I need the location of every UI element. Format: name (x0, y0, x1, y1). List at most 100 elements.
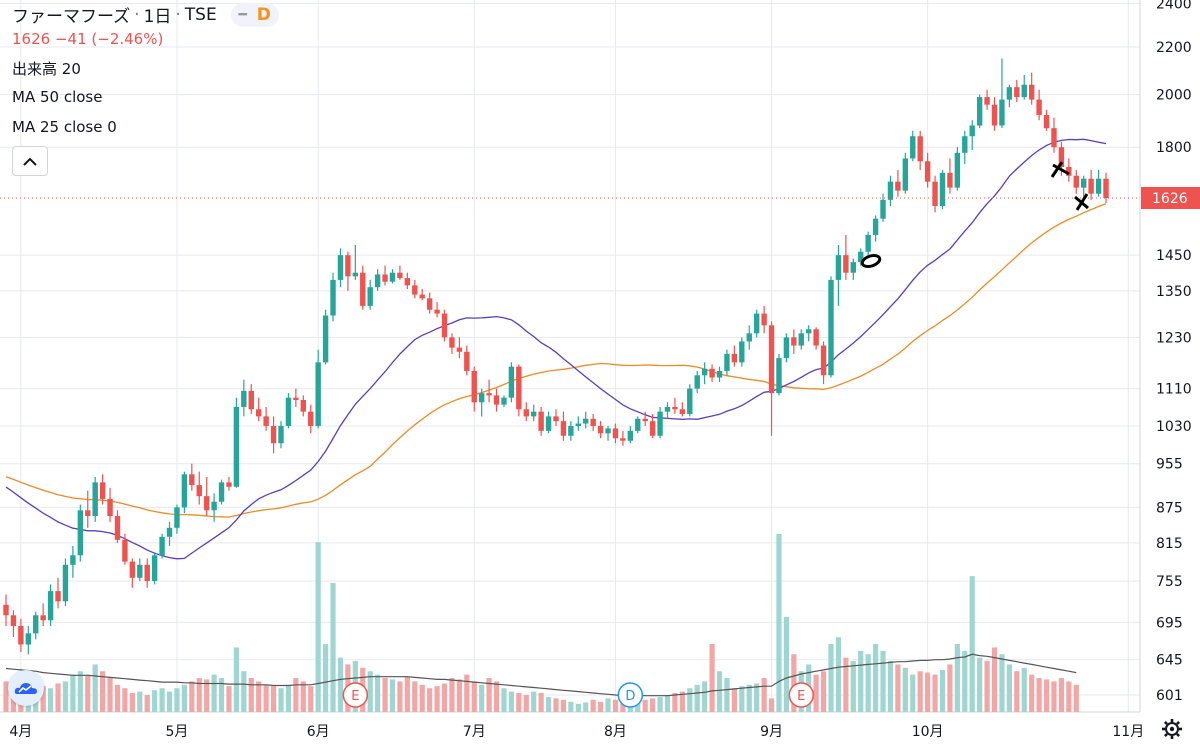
volume-bar (174, 688, 180, 712)
volume-bar (939, 669, 946, 712)
interval-label[interactable]: 1日 (143, 7, 172, 27)
event-marker-label: E (351, 689, 359, 704)
symbol-name[interactable]: ファーマフーズ (12, 7, 131, 27)
event-marker[interactable] (788, 682, 815, 708)
volume-bar (902, 667, 908, 712)
volume-bar (404, 676, 410, 712)
candle-body (337, 255, 344, 280)
candle-body (434, 309, 440, 314)
candle-body (568, 425, 574, 436)
event-marker[interactable] (342, 682, 369, 708)
price-axis-label: 1230 (1156, 330, 1192, 346)
event-marker-label: E (797, 689, 805, 704)
candle-body (1043, 114, 1050, 129)
ma25-legend[interactable]: MA 25 close 0 (12, 118, 117, 136)
candle-body (783, 337, 790, 359)
volume-bar (746, 684, 752, 712)
candle-body (1081, 178, 1087, 188)
price-axis-label: 601 (1156, 688, 1183, 704)
price-axis-label: 645 (1156, 653, 1183, 669)
volume-bar (635, 701, 641, 712)
volume-bar (152, 690, 158, 712)
volume-bar (791, 654, 797, 712)
ma50-legend[interactable]: MA 50 close (12, 88, 102, 106)
candle-body (77, 510, 84, 556)
candle-body (887, 181, 894, 200)
candle-body (501, 397, 507, 405)
volume-bar (516, 692, 522, 712)
tradingview-logo-button[interactable] (8, 670, 44, 706)
candle-body (531, 411, 537, 417)
volume-bar (702, 681, 708, 712)
candle-body (1028, 84, 1035, 100)
volume-bar (716, 671, 723, 712)
candle-body (25, 633, 31, 645)
candle-body (389, 272, 396, 282)
candle-body (493, 395, 500, 405)
collapse-legend-button[interactable] (12, 146, 48, 176)
candle-body (516, 366, 522, 410)
volume-bar (910, 674, 916, 712)
candle-body (315, 362, 321, 426)
candle-body (456, 347, 463, 352)
ma50-label: MA 50 close (12, 88, 103, 106)
volume-bar (233, 647, 240, 712)
candle-body (330, 279, 336, 316)
volume-bar (285, 684, 292, 712)
volume-bar (679, 691, 685, 712)
time-axis-label: 7月 (463, 724, 486, 740)
volume-bar (1014, 671, 1020, 712)
volume-bar (427, 688, 433, 712)
volume-legend[interactable]: 出来高 20 (12, 58, 81, 79)
cross-annotation (1074, 193, 1089, 211)
volume-bar (835, 637, 842, 712)
volume-bar (196, 678, 202, 712)
volume-bar (47, 688, 54, 712)
candle-body (902, 158, 909, 191)
volume-bar (1021, 667, 1027, 712)
candle-body (828, 279, 834, 376)
volume-bar (694, 684, 700, 712)
event-marker[interactable] (617, 682, 644, 708)
price-axis-label: 1450 (1156, 248, 1192, 264)
candle-body (226, 482, 232, 487)
candle-body (426, 298, 433, 310)
volume-bar (493, 681, 500, 712)
candle-body (865, 234, 871, 252)
volume-bar (709, 644, 715, 712)
exchange-label: TSE (184, 4, 217, 25)
volume-bar (434, 686, 440, 712)
candle-body (664, 406, 671, 412)
candle-body (70, 555, 76, 565)
settings-button[interactable] (1160, 717, 1184, 741)
candle-body (1021, 84, 1027, 98)
candle-body (649, 421, 656, 436)
candle-body (308, 411, 314, 426)
volume-bar (479, 684, 485, 712)
volume-bar (218, 678, 225, 712)
price-axis-label: 875 (1156, 500, 1183, 516)
volume-bar (538, 692, 544, 712)
volume-bar (1058, 678, 1065, 712)
candle-body (813, 329, 819, 346)
price-axis-label: 2000 (1156, 88, 1192, 104)
candle-body (858, 251, 864, 263)
volume-bar (33, 695, 39, 712)
status-pill[interactable]: ━ D (230, 2, 279, 27)
volume-bar (241, 671, 247, 712)
volume-bar (92, 664, 98, 712)
volume-bar (337, 657, 344, 712)
candle-body (999, 99, 1005, 126)
volume-bar (456, 679, 462, 712)
candle-body (40, 615, 46, 621)
last-price-tag (1141, 186, 1200, 209)
volume-bar (954, 644, 960, 712)
candle-body (620, 438, 626, 441)
candle-body (962, 136, 968, 153)
volume-bar (739, 686, 745, 712)
candle-body (151, 555, 158, 582)
volume-bar (419, 684, 425, 712)
candle-body (241, 390, 247, 407)
volume-bar (895, 664, 901, 712)
